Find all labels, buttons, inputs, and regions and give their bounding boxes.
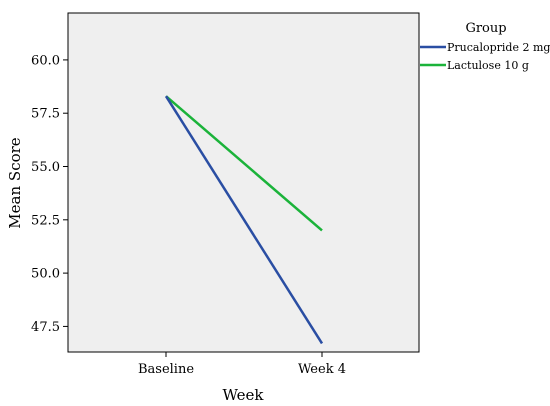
y-axis-title: Mean Score	[6, 137, 24, 228]
legend-items: Prucalopride 2 mg Lactulose 10 g	[420, 41, 550, 72]
y-tick-label: 52.5	[31, 213, 60, 228]
legend-label: Lactulose 10 g	[447, 59, 529, 72]
series-lines	[164, 95, 324, 345]
y-tick-label: 55.0	[31, 160, 60, 175]
y-axis: 60.0 57.5 55.0 52.5 50.0 47.5	[31, 53, 68, 335]
series-line-1	[165, 95, 323, 232]
y-tick-label: 50.0	[31, 267, 60, 282]
x-axis: Baseline Week 4	[138, 352, 346, 377]
series-line-0	[164, 95, 324, 345]
legend-label: Prucalopride 2 mg	[447, 41, 550, 54]
y-tick-label: 47.5	[31, 320, 60, 335]
legend-title: Group	[465, 21, 506, 36]
x-axis-title: Week	[222, 386, 264, 404]
plot-area	[67, 12, 420, 353]
x-tick-label: Week 4	[298, 362, 346, 377]
x-tick-label: Baseline	[138, 362, 194, 377]
legend: Group Prucalopride 2 mg Lactulose 10 g	[420, 21, 550, 72]
y-tick-label: 60.0	[31, 53, 60, 68]
y-tick-label: 57.5	[31, 107, 60, 122]
